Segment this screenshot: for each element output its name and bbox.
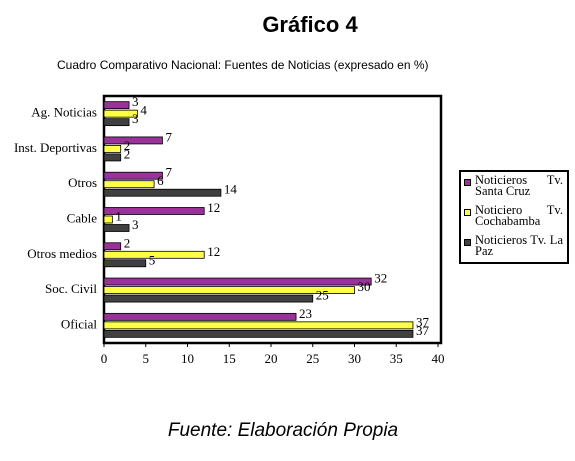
- bar: [103, 136, 163, 145]
- bar: [103, 277, 372, 286]
- bar: [103, 153, 122, 162]
- bar: [103, 242, 122, 251]
- x-tick-label: 25: [306, 351, 319, 366]
- value-label: 2: [124, 146, 131, 161]
- bar: [103, 224, 130, 232]
- bar: [103, 207, 205, 215]
- x-tick-label: 5: [143, 351, 150, 366]
- value-label: 12: [207, 200, 220, 215]
- legend-label: Noticiero Tv. Cochabamba: [475, 203, 563, 228]
- bar: [103, 321, 414, 330]
- value-label: 37: [416, 323, 430, 338]
- value-label: 3: [132, 94, 139, 109]
- y-tick-label: Soc. Civil: [45, 281, 97, 296]
- x-tick-label: 15: [223, 351, 236, 366]
- y-tick-label: Otros medios: [27, 246, 97, 261]
- legend-swatch: [464, 179, 471, 186]
- value-label: 12: [207, 244, 220, 259]
- value-label: 7: [165, 165, 172, 180]
- value-label: 30: [358, 279, 371, 294]
- bar: [103, 259, 147, 268]
- chart-title: Gráfico 4: [262, 12, 358, 37]
- bar: [103, 145, 122, 153]
- bar: [103, 118, 130, 127]
- legend: Noticieros Tv. Santa Cruz Noticiero Tv. C…: [459, 170, 569, 264]
- chart-subtitle: Cuadro Comparativo Nacional: Fuentes de …: [57, 58, 429, 72]
- legend-swatch: [464, 209, 471, 216]
- legend-swatch: [464, 239, 471, 246]
- value-label: 37: [416, 314, 430, 329]
- bar: [103, 329, 414, 338]
- value-label: 23: [299, 306, 312, 321]
- value-label: 25: [316, 288, 329, 303]
- value-label: 6: [157, 173, 164, 188]
- value-label: 3: [132, 111, 139, 126]
- bar: [103, 180, 155, 189]
- bar: [103, 215, 113, 224]
- y-tick-label: Cable: [67, 210, 98, 225]
- value-label: 1: [115, 208, 122, 223]
- bar: [103, 101, 130, 110]
- x-tick-label: 20: [265, 351, 278, 366]
- x-tick-label: 40: [432, 351, 445, 366]
- bar: [103, 109, 138, 118]
- value-label: 14: [224, 182, 238, 197]
- value-label: 4: [140, 103, 147, 118]
- legend-label: Noticieros Tv. La Paz: [475, 233, 563, 258]
- y-tick-label: Otros: [68, 175, 97, 190]
- value-label: 2: [124, 138, 131, 153]
- bar: [103, 294, 314, 303]
- bar: [103, 286, 355, 294]
- value-label: 7: [165, 129, 172, 144]
- x-tick-label: 0: [101, 351, 108, 366]
- x-tick-label: 35: [390, 351, 403, 366]
- bar: [103, 312, 297, 321]
- value-label: 2: [124, 235, 131, 250]
- y-tick-label: Inst. Deportivas: [14, 140, 97, 155]
- bar: [103, 171, 163, 180]
- bar: [103, 188, 222, 197]
- x-tick-label: 10: [181, 351, 194, 366]
- plot-frame: [102, 94, 443, 345]
- source-note: Fuente: Elaboración Propia: [168, 420, 398, 441]
- value-label: 3: [132, 217, 139, 232]
- bar: [103, 250, 205, 259]
- value-label: 5: [149, 252, 156, 267]
- y-tick-label: Ag. Noticias: [31, 105, 97, 120]
- x-tick-label: 30: [348, 351, 361, 366]
- value-label: 32: [374, 271, 387, 286]
- y-tick-label: Oficial: [61, 316, 97, 331]
- legend-label: Noticieros Tv. Santa Cruz: [475, 173, 563, 198]
